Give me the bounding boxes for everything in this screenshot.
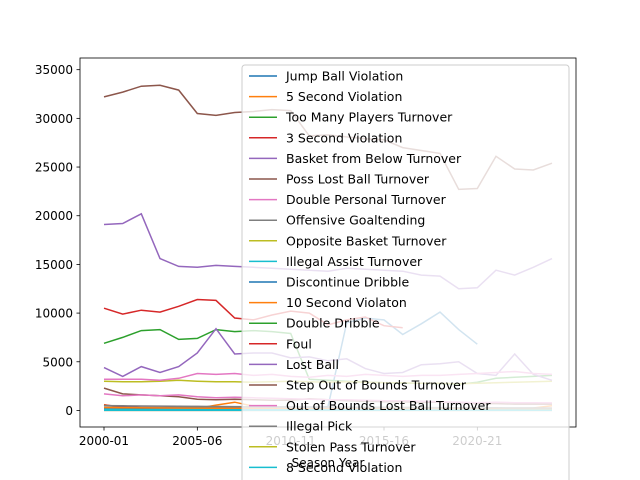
legend-label: Poss Lost Ball Turnover [286,172,430,187]
legend-label: Discontinue Dribble [286,275,410,290]
y-tick-label: 0 [65,404,73,418]
legend: Jump Ball Violation 5 Second Violation Too… [241,64,570,480]
legend-label: Foul [286,336,312,351]
legend-label: Illegal Assist Turnover [286,254,423,269]
x-tick-label: 2005-06 [172,434,222,448]
y-tick-label: 5000 [42,355,73,369]
legend-box [241,64,570,480]
y-tick-label: 35000 [35,63,73,77]
legend-label: Lost Ball [286,357,339,372]
legend-label: Stolen Pass Turnover [286,439,416,454]
x-axis-label: Season Year [292,456,365,470]
y-tick-label: 20000 [35,209,73,223]
legend-label: 8 Second Violation [286,460,402,475]
legend-label: Step Out of Bounds Turnover [286,378,467,393]
x-tick-label: 2000-01 [79,434,129,448]
legend-label: 3 Second Violation [286,130,402,145]
y-tick-label: 30000 [35,112,73,126]
legend-label: Opposite Basket Turnover [286,233,447,248]
legend-label: 10 Second Violaton [286,295,407,310]
legend-label: Double Personal Turnover [286,192,447,207]
legend-label: Too Many Players Turnover [285,110,453,125]
legend-label: Illegal Pick [286,419,353,434]
legend-label: Basket from Below Turnover [286,151,462,166]
y-tick-label: 25000 [35,161,73,175]
y-tick-label: 15000 [35,258,73,272]
legend-label: Offensive Goaltending [286,213,425,228]
y-tick-label: 10000 [35,307,73,321]
legend-label: Double Dribble [286,316,380,331]
legend-label: Jump Ball Violation [285,69,403,84]
legend-label: 5 Second Violation [286,89,402,104]
legend-label: Out of Bounds Lost Ball Turnover [286,398,491,413]
